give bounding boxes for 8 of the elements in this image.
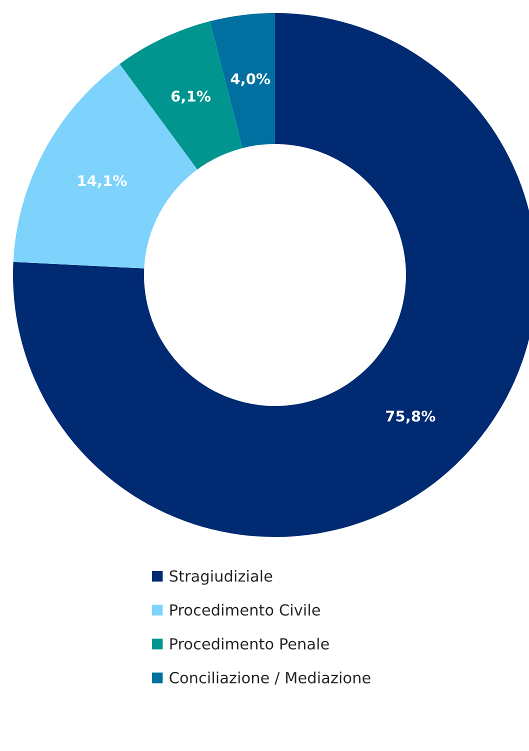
data-label: 14,1% — [78, 175, 127, 188]
data-label: 75,8% — [386, 410, 436, 424]
legend-label: Procedimento Penale — [170, 638, 329, 650]
legend-label: Procedimento Civile — [170, 604, 320, 616]
data-label: 6,1% — [171, 90, 211, 104]
legend-label: Stragiudiziale — [170, 570, 272, 585]
legend-label: Conciliazione / Mediazione — [170, 672, 370, 685]
data-label: 4,0% — [230, 73, 270, 86]
